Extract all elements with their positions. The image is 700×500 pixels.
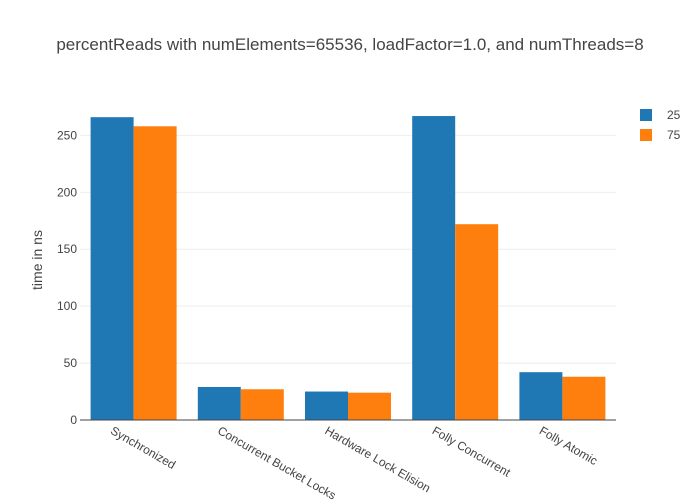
- chart-title: percentReads with numElements=65536, loa…: [56, 35, 643, 54]
- y-axis-label: time in ns: [29, 230, 45, 290]
- legend-swatch-25: [640, 109, 652, 121]
- bar-75-4: [562, 376, 606, 420]
- x-axis-ticks: Synchronized Concurrent Bucket LocksHardw…: [108, 423, 600, 500]
- legend-label: 75: [667, 128, 681, 142]
- y-axis-ticks: 0 50 100 150 200 250: [57, 128, 77, 427]
- x-tick-label: Folly Atomic: [537, 423, 600, 467]
- legend-swatch-75: [640, 129, 652, 141]
- bar-75-0: [133, 126, 177, 421]
- y-tick-label: 250: [57, 128, 77, 142]
- bar-25-4: [519, 372, 563, 420]
- bar-75-2: [348, 392, 391, 420]
- x-tick-label: Hardware Lock Elision: [323, 423, 433, 495]
- y-tick-label: 150: [57, 242, 77, 256]
- legend-label: 25: [667, 108, 681, 122]
- bar-25-1: [197, 386, 241, 420]
- y-tick-label: 200: [57, 185, 77, 199]
- bar-75-3: [455, 224, 499, 420]
- bar-25-3: [412, 116, 456, 420]
- x-tick-label: Synchronized: [108, 423, 178, 471]
- bar-25-2: [305, 391, 348, 420]
- bar-75-1: [240, 389, 284, 420]
- y-tick-label: 50: [64, 356, 78, 370]
- bars: [90, 116, 606, 421]
- x-tick-label: Concurrent Bucket Locks: [215, 423, 338, 500]
- y-tick-label: 0: [70, 413, 77, 427]
- y-tick-label: 100: [57, 299, 77, 313]
- bar-25-0: [90, 117, 134, 420]
- x-tick-label: Folly Concurrent: [430, 423, 514, 479]
